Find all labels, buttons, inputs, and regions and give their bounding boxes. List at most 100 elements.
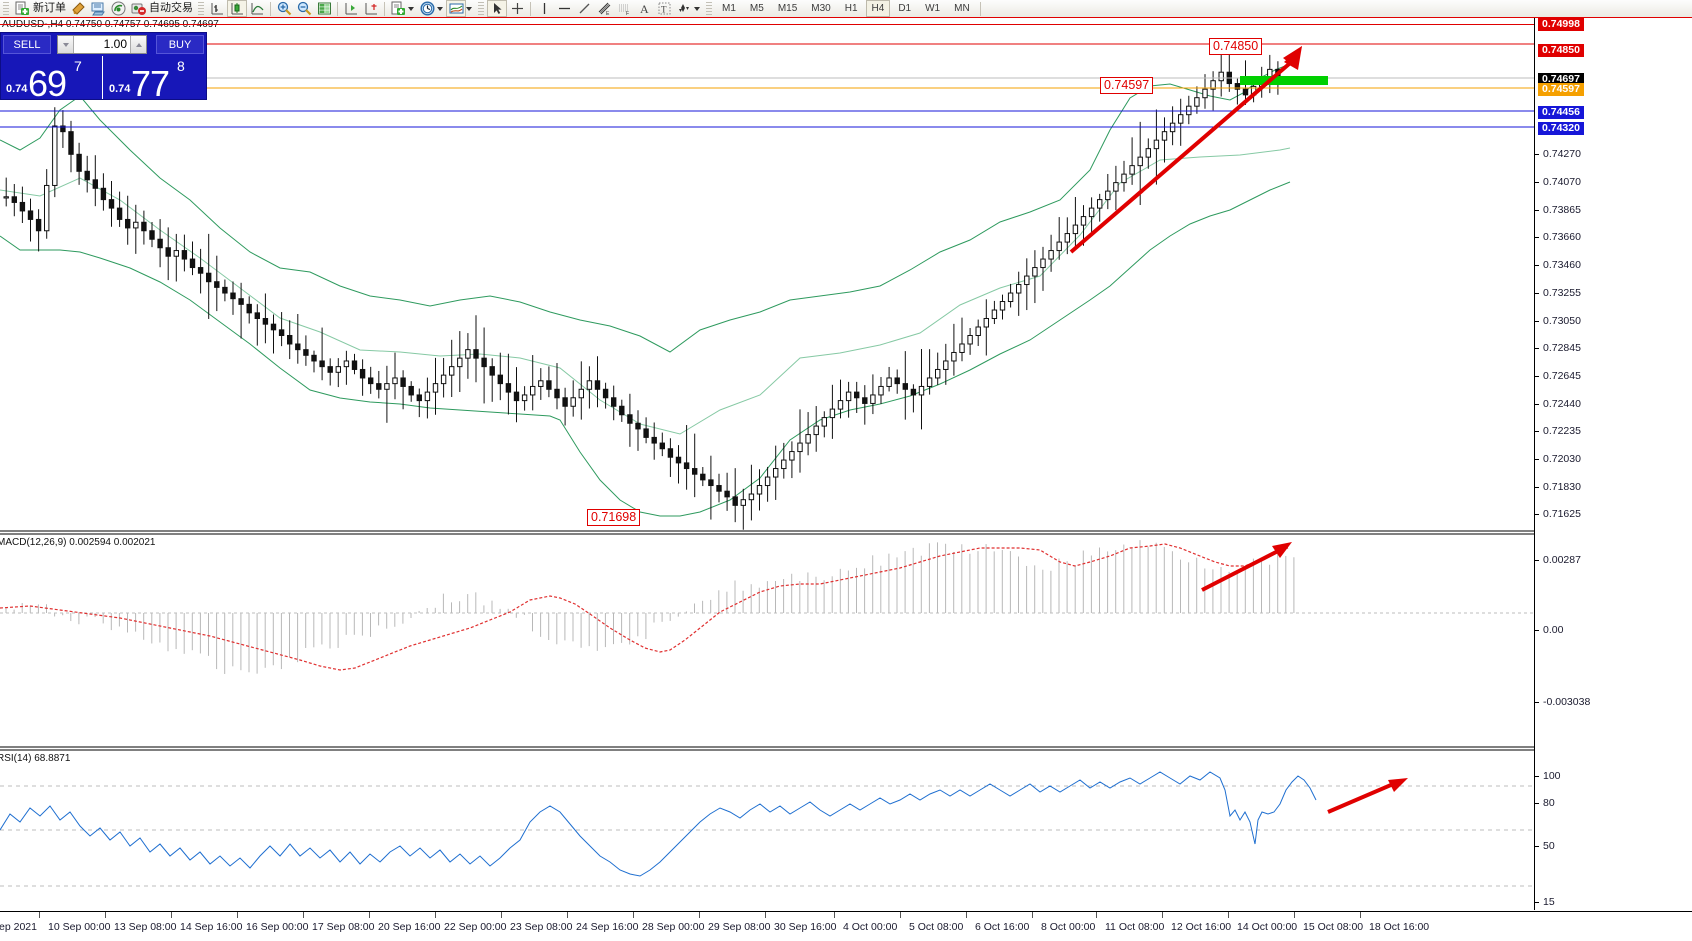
timeframe-m1[interactable]: M1 — [722, 3, 736, 14]
period-icon[interactable] — [417, 0, 437, 17]
templates-chevron-down-icon[interactable] — [466, 6, 472, 11]
sell-button[interactable]: SELL — [3, 35, 51, 54]
zoom-in-icon[interactable] — [274, 0, 294, 17]
candle — [854, 391, 860, 399]
candle — [359, 368, 366, 379]
buy-button[interactable]: BUY — [156, 35, 204, 54]
candle — [837, 400, 844, 410]
toolbar-divider-4 — [530, 1, 531, 16]
auto-scroll-icon[interactable] — [341, 0, 361, 17]
time-label-6: 20 Sep 16:00 — [378, 921, 441, 933]
autotrading-icon[interactable] — [128, 0, 148, 17]
timeframe-m15[interactable]: M15 — [777, 3, 798, 14]
candlestick-series — [3, 49, 1281, 530]
price-axis[interactable]: 0.74998 0.74850 0.74697 0.74597 0.74456 … — [1534, 18, 1692, 910]
candle — [35, 218, 42, 232]
equidistant-channel-icon[interactable]: E — [594, 0, 614, 17]
new-order-icon[interactable] — [12, 0, 32, 17]
one-click-trading-panel[interactable]: SELL 1.00 BUY 0.74 69 7 0.74 77 8 — [0, 32, 207, 100]
templates-icon[interactable] — [446, 0, 466, 17]
timeframe-w1[interactable]: W1 — [925, 3, 941, 14]
zoom-out-icon[interactable] — [294, 0, 314, 17]
period-chevron-down-icon[interactable] — [437, 6, 443, 11]
chart-shift-icon[interactable] — [361, 0, 381, 17]
candle — [756, 485, 763, 495]
candle — [295, 343, 301, 351]
indicators-icon[interactable] — [388, 0, 408, 17]
toolbar-grip-4[interactable] — [706, 1, 712, 16]
time-tick-7 — [435, 912, 436, 918]
fibonacci-icon[interactable]: F — [614, 0, 634, 17]
candle — [732, 496, 738, 506]
expert-advisors-icon[interactable] — [68, 0, 88, 17]
volume-decrease-button[interactable] — [58, 36, 74, 53]
toolbar-grip-2[interactable] — [198, 1, 204, 16]
terminal-icon[interactable] — [88, 0, 108, 17]
bid-price[interactable]: 0.74 69 7 — [2, 56, 103, 99]
timeframe-h4[interactable]: H4 — [865, 0, 891, 17]
candle — [230, 292, 236, 300]
shapes-icon[interactable] — [674, 0, 694, 17]
new-order-label[interactable]: 新订单 — [33, 2, 66, 14]
trendline-icon[interactable] — [574, 0, 594, 17]
toolbar-grip-3[interactable] — [478, 1, 484, 16]
candle — [27, 210, 34, 220]
timeframe-h1[interactable]: H1 — [844, 3, 858, 14]
crosshair-icon[interactable] — [507, 0, 527, 17]
candle — [821, 417, 827, 427]
rsi-line — [0, 771, 1317, 877]
indicators-chevron-down-icon[interactable] — [408, 6, 414, 11]
candle — [303, 349, 309, 356]
candle — [886, 377, 892, 387]
rsi-tick-80: 80 — [1535, 797, 1555, 809]
time-label-9: 24 Sep 16:00 — [576, 921, 639, 933]
candle — [1032, 267, 1038, 277]
candle — [368, 377, 374, 385]
time-label-11: 29 Sep 08:00 — [708, 921, 771, 933]
time-tick-9 — [567, 912, 568, 918]
toolbar-grip[interactable] — [3, 1, 9, 16]
candle — [206, 272, 212, 283]
chart-canvas[interactable] — [0, 0, 1534, 910]
volume-value[interactable]: 1.00 — [103, 37, 127, 51]
timeframe-mn[interactable]: MN — [954, 3, 970, 14]
toolbar-divider-3 — [384, 1, 385, 16]
text-icon[interactable]: A — [634, 0, 654, 17]
volume-increase-button[interactable] — [130, 36, 146, 53]
candle — [967, 334, 973, 345]
cursor-icon[interactable] — [487, 0, 507, 17]
line-chart-icon[interactable] — [247, 0, 267, 17]
price-uptrend-arrow — [1069, 46, 1302, 254]
green-highlight-rectangle[interactable] — [1240, 76, 1328, 85]
timeframe-d1[interactable]: D1 — [898, 3, 912, 14]
shapes-chevron-down-icon[interactable] — [694, 6, 700, 11]
volume-stepper[interactable]: 1.00 — [57, 35, 147, 54]
hline-icon[interactable] — [554, 0, 574, 17]
candle — [570, 397, 576, 407]
macd-histogram — [5, 540, 1295, 674]
candle — [384, 383, 390, 390]
candle — [1129, 165, 1135, 175]
candle — [667, 448, 674, 458]
data-window-icon[interactable] — [314, 0, 334, 17]
signals-icon[interactable] — [108, 0, 128, 17]
time-tick-12 — [765, 912, 766, 918]
candle — [513, 391, 520, 402]
candle — [781, 459, 787, 470]
timeframe-m5[interactable]: M5 — [749, 3, 764, 14]
timeframe-m30[interactable]: M30 — [811, 3, 831, 14]
autotrading-label[interactable]: 自动交易 — [149, 2, 193, 14]
candle — [530, 385, 536, 396]
time-tick-17 — [1096, 912, 1097, 918]
ask-price[interactable]: 0.74 77 8 — [105, 56, 206, 99]
time-tick-10 — [633, 912, 634, 918]
bar-chart-icon[interactable] — [207, 0, 227, 17]
candlestick-chart-icon[interactable] — [227, 0, 247, 17]
vline-icon[interactable] — [534, 0, 554, 17]
text-label-icon[interactable]: T — [654, 0, 674, 17]
candle — [76, 153, 82, 172]
candle — [481, 357, 487, 368]
candle — [214, 281, 220, 288]
macd-tick-0003038: -0.003038 — [1535, 696, 1590, 708]
